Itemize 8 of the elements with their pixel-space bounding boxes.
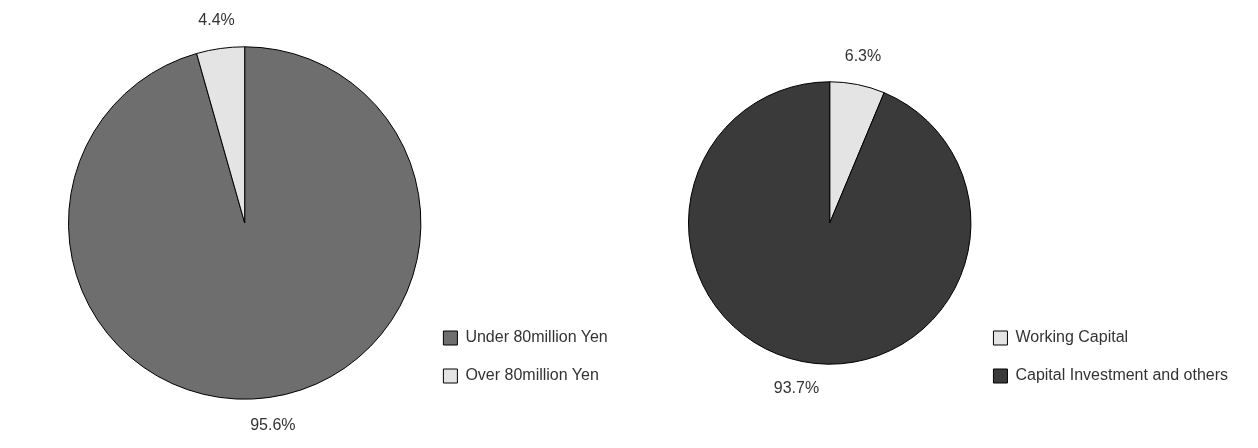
data-label: 6.3% — [844, 47, 882, 65]
legend-label: Over 80million Yen — [465, 366, 599, 384]
legend-label: Under 80million Yen — [465, 328, 608, 346]
legend-label: Working Capital — [1015, 328, 1129, 346]
legend-label: Capital Investment and others — [1015, 366, 1228, 384]
data-label: 95.6% — [250, 415, 296, 433]
data-label: 4.4% — [198, 11, 235, 29]
data-label: 93.7% — [773, 379, 820, 397]
